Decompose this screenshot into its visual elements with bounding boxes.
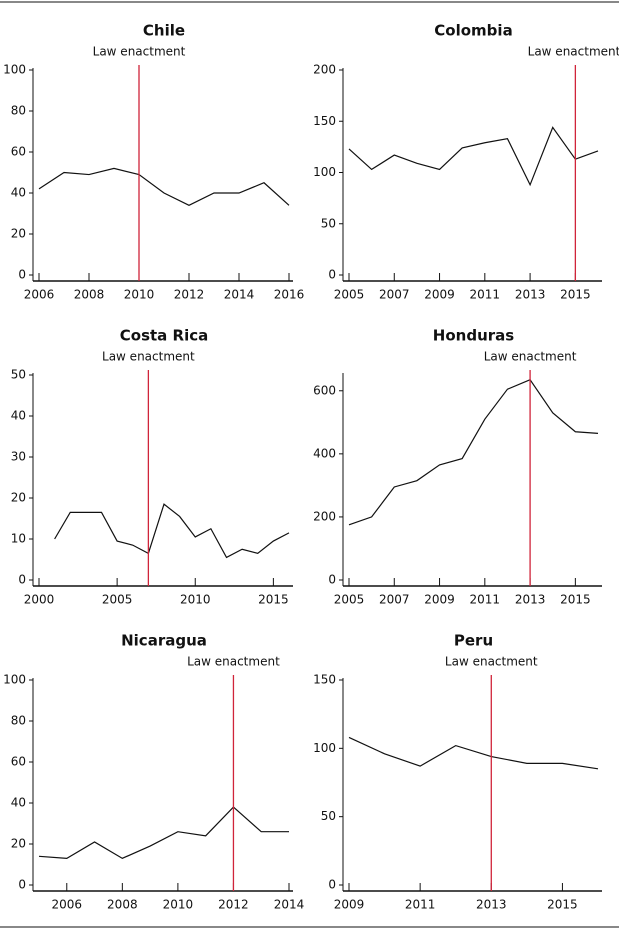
law-annotation: Law enactment (93, 45, 186, 59)
x-tick-label: 2012 (218, 898, 249, 912)
x-tick-label: 2005 (334, 288, 365, 302)
x-tick-label: 2008 (107, 898, 138, 912)
y-tick-label: 20 (11, 227, 26, 241)
x-tick-label: 2013 (515, 288, 546, 302)
y-tick-label: 0 (328, 573, 336, 587)
y-tick-label: 150 (313, 673, 336, 687)
panel-title: Honduras (433, 327, 514, 345)
law-annotation: Law enactment (445, 655, 538, 669)
y-tick-label: 400 (313, 446, 336, 460)
x-tick-label: 2014 (274, 898, 305, 912)
x-tick-label: 2000 (24, 593, 55, 607)
x-tick-label: 2014 (224, 288, 255, 302)
x-tick-label: 2015 (258, 593, 289, 607)
y-tick-label: 20 (11, 837, 26, 851)
x-tick-label: 2006 (24, 288, 55, 302)
y-tick-label: 0 (328, 268, 336, 282)
panel-title: Peru (454, 632, 493, 650)
data-line (348, 378, 599, 526)
panel-title: Nicaragua (121, 632, 207, 650)
x-tick-label: 2010 (163, 898, 194, 912)
x-tick-label: 2005 (334, 593, 365, 607)
law-annotation: Law enactment (484, 350, 577, 364)
x-tick-label: 2011 (470, 593, 501, 607)
y-tick-label: 20 (11, 491, 26, 505)
x-tick-label: 2010 (124, 288, 155, 302)
y-tick-label: 200 (313, 509, 336, 523)
x-tick-label: 2015 (547, 898, 578, 912)
y-tick-label: 100 (313, 165, 336, 179)
y-tick-label: 0 (328, 878, 336, 892)
x-tick-label: 2006 (52, 898, 83, 912)
x-tick-label: 2015 (560, 593, 591, 607)
y-tick-label: 0 (18, 268, 26, 282)
law-annotation: Law enactment (528, 45, 619, 59)
y-tick-label: 0 (18, 878, 26, 892)
x-tick-label: 2010 (180, 593, 211, 607)
data-line (38, 806, 289, 860)
x-tick-label: 2016 (274, 288, 305, 302)
y-tick-label: 200 (313, 63, 336, 77)
x-tick-label: 2005 (102, 593, 133, 607)
y-tick-label: 30 (11, 450, 26, 464)
x-tick-label: 2009 (424, 593, 455, 607)
x-tick-label: 2007 (379, 288, 410, 302)
y-tick-label: 60 (11, 755, 26, 769)
y-tick-label: 150 (313, 114, 336, 128)
y-tick-label: 600 (313, 383, 336, 397)
x-tick-label: 2009 (334, 898, 365, 912)
x-tick-label: 2011 (470, 288, 501, 302)
y-tick-label: 100 (3, 63, 26, 77)
law-annotation: Law enactment (102, 350, 195, 364)
y-tick-label: 40 (11, 796, 26, 810)
y-tick-label: 60 (11, 145, 26, 159)
y-tick-label: 0 (18, 573, 26, 587)
y-tick-label: 40 (11, 186, 26, 200)
x-tick-label: 2007 (379, 593, 410, 607)
law-annotation: Law enactment (187, 655, 280, 669)
x-tick-label: 2013 (476, 898, 507, 912)
panel-title: Costa Rica (120, 327, 208, 345)
y-tick-label: 50 (321, 809, 336, 823)
y-tick-label: 40 (11, 409, 26, 423)
y-tick-label: 80 (11, 104, 26, 118)
y-tick-label: 10 (11, 532, 26, 546)
x-tick-label: 2015 (560, 288, 591, 302)
panel-title: Colombia (434, 22, 512, 40)
x-tick-label: 2012 (174, 288, 205, 302)
x-tick-label: 2013 (515, 593, 546, 607)
panel-title: Chile (143, 22, 185, 40)
data-line (54, 503, 290, 559)
x-tick-label: 2008 (74, 288, 105, 302)
y-tick-label: 50 (321, 216, 336, 230)
x-tick-label: 2009 (424, 288, 455, 302)
data-line (38, 167, 290, 206)
data-line (348, 736, 599, 770)
y-tick-label: 50 (11, 368, 26, 382)
y-tick-label: 100 (3, 673, 26, 687)
y-tick-label: 80 (11, 714, 26, 728)
y-tick-label: 100 (313, 741, 336, 755)
x-tick-label: 2011 (405, 898, 436, 912)
data-line (348, 126, 599, 187)
